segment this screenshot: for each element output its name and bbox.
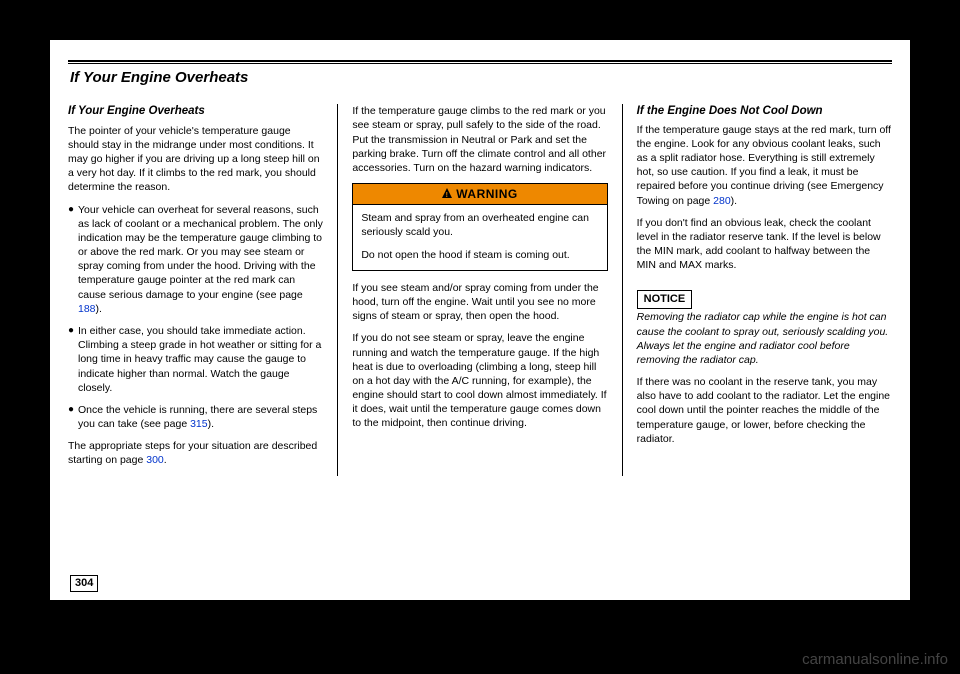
warning-label-text: WARNING <box>456 187 518 201</box>
columns-container: If Your Engine Overheats The pointer of … <box>68 104 892 475</box>
notice-text: Removing the radiator cap while the engi… <box>637 310 892 367</box>
bullet-text: Your vehicle can overheat for several re… <box>78 203 323 316</box>
col1-intro: The pointer of your vehicle's temperatur… <box>68 124 323 195</box>
col3-para: If there was no coolant in the reserve t… <box>637 375 892 446</box>
col2-para: If the temperature gauge climbs to the r… <box>352 104 607 175</box>
page-number: 304 <box>70 575 98 592</box>
svg-text:!: ! <box>446 192 449 198</box>
col2-para: If you do not see steam or spray, leave … <box>352 331 607 430</box>
col3-para: If you don't find an obvious leak, check… <box>637 216 892 273</box>
warning-box: ! WARNING Steam and spray from an overhe… <box>352 183 607 271</box>
bullet-item: ● Your vehicle can overheat for several … <box>68 203 323 316</box>
warning-text: Steam and spray from an overheated engin… <box>361 211 598 239</box>
watermark-text: carmanualsonline.info <box>802 650 948 670</box>
manual-page: If Your Engine Overheats If Your Engine … <box>50 40 910 600</box>
col1-heading: If Your Engine Overheats <box>68 104 323 120</box>
col3-heading: If the Engine Does Not Cool Down <box>637 104 892 120</box>
bullet-dot-icon: ● <box>68 403 78 431</box>
warning-header: ! WARNING <box>353 184 606 205</box>
bullet-text: Once the vehicle is running, there are s… <box>78 403 323 431</box>
col1-bullet-list: ● Your vehicle can overheat for several … <box>68 203 323 432</box>
bullet-item: ● Once the vehicle is running, there are… <box>68 403 323 431</box>
bullet-text: In either case, you should take immediat… <box>78 324 323 395</box>
column-separator <box>337 104 338 475</box>
column-2: If the temperature gauge climbs to the r… <box>352 104 607 475</box>
col3-para: If the temperature gauge stays at the re… <box>637 123 892 208</box>
page-link[interactable]: 280 <box>713 195 731 207</box>
page-link[interactable]: 300 <box>146 454 164 466</box>
column-1: If Your Engine Overheats The pointer of … <box>68 104 323 475</box>
bullet-item: ● In either case, you should take immedi… <box>68 324 323 395</box>
bullet-dot-icon: ● <box>68 203 78 316</box>
section-title: If Your Engine Overheats <box>70 68 892 88</box>
notice-label: NOTICE <box>637 290 693 309</box>
page-link[interactable]: 188 <box>78 303 96 315</box>
column-separator <box>622 104 623 475</box>
warning-triangle-icon: ! <box>442 186 452 202</box>
warning-body: Steam and spray from an overheated engin… <box>353 205 606 270</box>
warning-text: Do not open the hood if steam is coming … <box>361 248 598 262</box>
col1-footer: The appropriate steps for your situation… <box>68 439 323 467</box>
page-link[interactable]: 315 <box>190 418 208 430</box>
top-divider <box>68 60 892 64</box>
col2-para: If you see steam and/or spray coming fro… <box>352 281 607 324</box>
bullet-dot-icon: ● <box>68 324 78 395</box>
column-3: If the Engine Does Not Cool Down If the … <box>637 104 892 475</box>
